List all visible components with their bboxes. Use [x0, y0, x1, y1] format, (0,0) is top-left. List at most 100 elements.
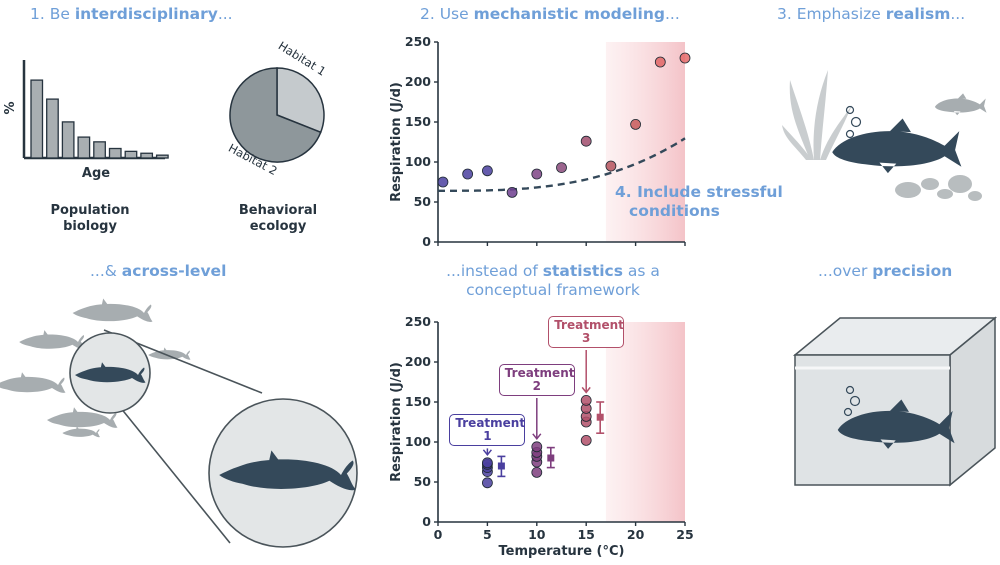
- y-tick-label: 150: [405, 114, 431, 129]
- data-point: [580, 135, 592, 147]
- bubble-icon: [849, 395, 861, 407]
- whale-icon: [19, 330, 86, 350]
- data-point: [531, 168, 543, 180]
- bubble-icon: [845, 105, 855, 115]
- age-bar: [155, 154, 169, 159]
- y-axis-label: Respiration (J/d): [389, 362, 404, 482]
- age-bar: [61, 121, 75, 159]
- stress-text: 4. Include: [615, 183, 707, 201]
- rocks: [895, 175, 982, 201]
- y-tick-label: 100: [405, 154, 431, 169]
- heading-text: ...: [950, 5, 966, 23]
- mean-marker: [547, 454, 555, 462]
- heading-text: 3. Emphasize: [777, 5, 886, 23]
- age-bar: [140, 152, 154, 159]
- model-curve: [438, 137, 686, 192]
- age-bar: [77, 136, 91, 159]
- heading-precision: ...over precision: [818, 262, 952, 280]
- fish-icon: [832, 118, 962, 174]
- treatment-name: Treatment: [455, 416, 526, 431]
- population-biology-caption: Population biology: [30, 203, 150, 235]
- y-tick-label: 200: [405, 74, 431, 89]
- treatment-point: [482, 477, 493, 489]
- stress-bold: stressful: [706, 183, 783, 201]
- caption-line: Behavioral: [238, 203, 318, 218]
- stress-region: [605, 42, 685, 242]
- x-tick-label: 20: [627, 527, 645, 542]
- y-tick-label: 250: [405, 34, 431, 49]
- heading-realism: 3. Emphasize realism...: [777, 5, 965, 23]
- whale-icon: [0, 372, 66, 393]
- treatment-chart: 0 50 100 150 200 250 0 5 10 15 20 25 Respiration (J/…: [389, 314, 694, 559]
- heading-text: as a: [622, 262, 660, 280]
- treatment-number: 3: [582, 331, 591, 345]
- heading-statistics: ...instead of statistics as a conceptual…: [428, 262, 678, 300]
- heading-bold: interdisciplinary: [74, 5, 218, 23]
- seaweed: [782, 70, 852, 160]
- stress-region: [605, 322, 685, 522]
- heading-text: ...: [665, 5, 680, 23]
- whale-icon: [62, 426, 100, 438]
- treatment-point: [482, 457, 493, 469]
- habitat-pie-chart: Habitat 1 Habitat 2: [226, 39, 328, 179]
- heading-text: ...instead of: [446, 262, 543, 280]
- data-point: [462, 168, 474, 180]
- treatment-label: Treatment 3: [548, 316, 625, 348]
- y-axis-label: Respiration (J/d): [389, 82, 404, 202]
- heading-text: 1. Be: [30, 5, 75, 23]
- heading-mechanistic-modeling: 2. Use mechanistic modeling...: [420, 5, 680, 23]
- bubble-icon: [845, 129, 855, 139]
- bubble-icon: [845, 385, 855, 395]
- treatment-number: 2: [532, 379, 541, 393]
- heading-bold: precision: [872, 262, 953, 280]
- heading-bold: mechanistic modeling: [473, 5, 665, 23]
- heading-bold: realism: [885, 5, 951, 23]
- heading-text: conceptual framework: [466, 281, 640, 299]
- treatment-name: Treatment: [554, 318, 624, 332]
- pop-bars: [30, 79, 169, 159]
- y-tick-label: 0: [422, 514, 431, 529]
- treatment-point: [531, 441, 543, 453]
- x-tick-label: 25: [676, 527, 693, 542]
- x-tick-label: 0: [434, 527, 443, 542]
- heading-text: ...&: [90, 262, 122, 280]
- across-level-illustration: [0, 298, 358, 548]
- y-tick-label: 150: [405, 394, 431, 409]
- arrow-head-icon: [532, 433, 542, 441]
- y-tick-label: 250: [405, 314, 431, 329]
- pop-xlabel: Age: [82, 166, 110, 181]
- whale-icon: [72, 298, 153, 322]
- mean-marker: [497, 462, 505, 470]
- caption-line: Population: [50, 203, 130, 218]
- bubble-icon: [850, 116, 862, 128]
- data-point: [605, 160, 617, 172]
- realism-illustration: [782, 70, 987, 201]
- x-axis-label: Temperature (°C): [499, 544, 625, 559]
- y-tick-label: 100: [405, 434, 431, 449]
- age-bar: [30, 79, 44, 159]
- y-tick-label: 200: [405, 354, 431, 369]
- behavioral-ecology-caption: Behavioral ecology: [218, 203, 338, 235]
- age-bar: [46, 98, 59, 159]
- data-point: [506, 186, 518, 198]
- pop-ylabel: %: [3, 101, 18, 114]
- heading-bold: statistics: [542, 262, 623, 280]
- pie-slices: [229, 67, 325, 163]
- treatment-label: Treatment 1: [449, 414, 526, 447]
- heading-bold: across-level: [121, 262, 227, 280]
- y-tick-label: 0: [422, 234, 431, 249]
- bubble-icon: [843, 407, 853, 417]
- data-point: [679, 52, 691, 64]
- treatment-point: [531, 466, 543, 478]
- age-bar: [124, 150, 138, 159]
- heading-interdisciplinary: 1. Be interdisciplinary...: [30, 5, 233, 23]
- data-point: [437, 176, 449, 188]
- heading-text: ...: [217, 5, 233, 23]
- heading-text: 2. Use: [420, 5, 474, 23]
- stress-text: conditions: [629, 202, 720, 220]
- x-tick-label: 10: [528, 527, 546, 542]
- treatment-point: [580, 395, 592, 406]
- caption-line: biology: [63, 219, 117, 234]
- treatment-name: Treatment: [504, 366, 575, 380]
- pie-slice: [229, 67, 322, 163]
